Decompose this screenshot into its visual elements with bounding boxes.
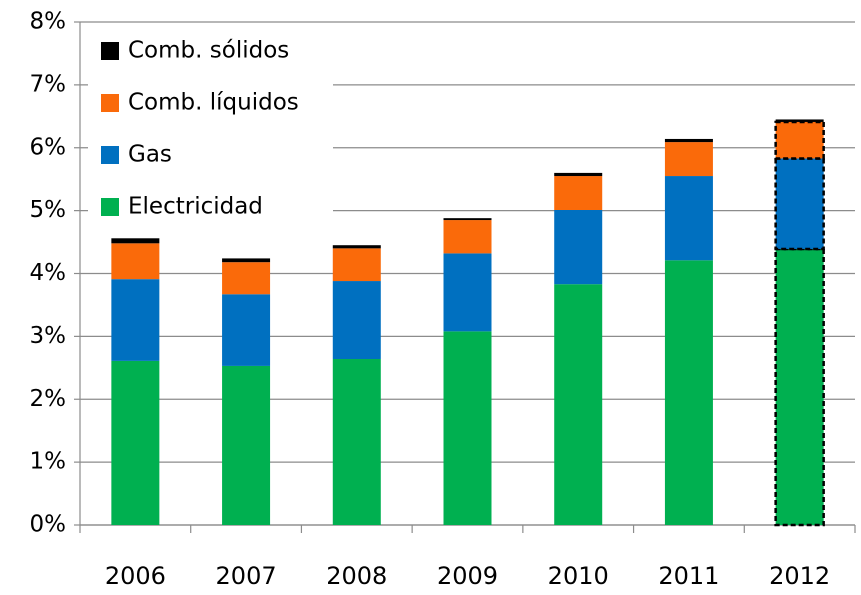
- bar-segment: [664, 176, 713, 261]
- y-tick-label: 8%: [30, 9, 67, 35]
- legend-swatch: [101, 198, 119, 216]
- x-tick-label: 2012: [769, 562, 830, 590]
- legend-swatch: [101, 42, 119, 60]
- y-tick-label: 2%: [30, 386, 67, 412]
- x-tick-label: 2008: [326, 562, 387, 590]
- bar-segment: [443, 220, 492, 254]
- bar-segment: [332, 359, 381, 525]
- bar-segment: [775, 121, 824, 159]
- legend-label: Comb. líquidos: [128, 90, 299, 116]
- bar-segment: [554, 209, 603, 285]
- bar-segment: [664, 138, 713, 143]
- bar-segment: [443, 218, 492, 221]
- y-tick-label: 5%: [30, 197, 67, 223]
- bar-segment: [111, 279, 160, 361]
- y-tick-label: 1%: [30, 449, 67, 475]
- y-tick-label: 0%: [30, 512, 67, 538]
- y-tick-label: 3%: [30, 323, 67, 349]
- y-tick-label: 7%: [30, 71, 67, 97]
- legend-label: Comb. sólidos: [128, 38, 289, 64]
- bar-segment: [443, 253, 492, 332]
- legend-label: Gas: [128, 142, 172, 168]
- y-tick-label: 4%: [30, 260, 67, 286]
- x-tick-label: 2007: [216, 562, 277, 590]
- bar-segment: [664, 142, 713, 177]
- bar-segment: [554, 176, 603, 210]
- bar-segment: [332, 245, 381, 249]
- bar-segment: [111, 238, 160, 244]
- bar-segment: [554, 172, 603, 177]
- legend-swatch: [101, 146, 119, 164]
- bar-segment: [664, 260, 713, 525]
- bar-segment: [111, 243, 160, 280]
- bar-segment: [775, 248, 824, 525]
- x-tick-label: 2011: [658, 562, 719, 590]
- bar-segment: [111, 360, 160, 525]
- bar-segment: [554, 284, 603, 525]
- y-tick-label: 6%: [30, 134, 67, 160]
- x-tick-label: 2009: [437, 562, 498, 590]
- legend-label: Electricidad: [128, 194, 263, 220]
- x-tick-label: 2006: [105, 562, 166, 590]
- bar-segment: [775, 158, 824, 249]
- bar-segment: [332, 248, 381, 282]
- bar-segment: [222, 294, 271, 366]
- bar-segment: [332, 281, 381, 360]
- x-tick-label: 2010: [548, 562, 609, 590]
- legend-background: [88, 30, 333, 226]
- bar-segment: [222, 365, 271, 525]
- legend-swatch: [101, 94, 119, 112]
- bar-segment: [222, 262, 271, 295]
- bar-segment: [443, 331, 492, 525]
- bar-segment: [222, 258, 271, 263]
- bar-segment: [775, 119, 824, 122]
